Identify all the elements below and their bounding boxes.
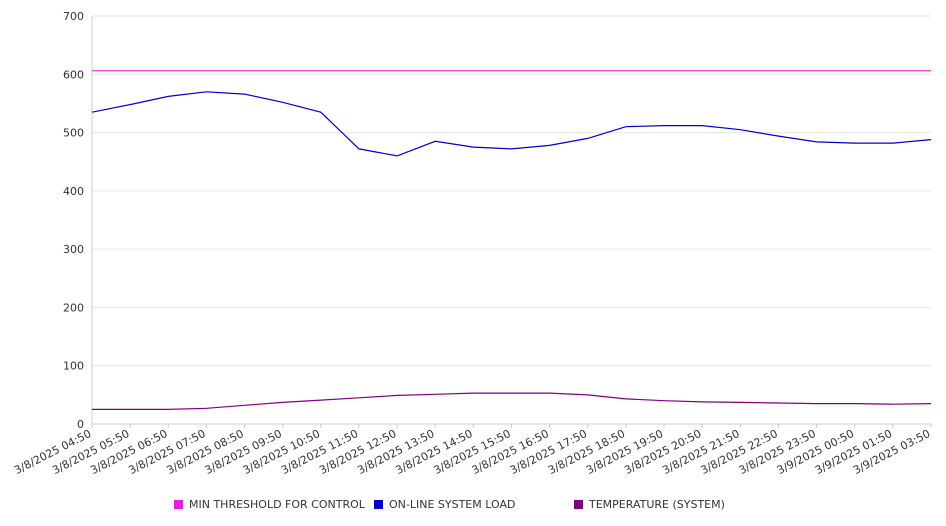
y-tick-label: 600: [63, 68, 84, 81]
y-tick-label: 0: [77, 418, 84, 431]
grid-lines: [92, 15, 931, 367]
series-line-system-load: [91, 91, 932, 157]
legend-label-temperature: TEMPERATURE (SYSTEM): [589, 498, 725, 511]
y-tick-label: 500: [63, 127, 84, 140]
legend-label-min-threshold: MIN THRESHOLD FOR CONTROL: [189, 498, 365, 511]
series-lines: [91, 70, 932, 410]
legend: MIN THRESHOLD FOR CONTROL ON-LINE SYSTEM…: [0, 496, 946, 516]
y-tick-label: 300: [63, 243, 84, 256]
x-axis-tick-labels: 3/8/2025 04:503/8/2025 05:503/8/2025 06:…: [12, 424, 932, 477]
y-tick-label: 100: [63, 360, 84, 373]
legend-item-min-threshold: MIN THRESHOLD FOR CONTROL: [174, 498, 365, 511]
legend-item-system-load: ON-LINE SYSTEM LOAD: [374, 498, 515, 511]
series-line-temperature: [92, 392, 932, 410]
legend-swatch-min-threshold: [174, 500, 183, 509]
legend-swatch-temperature: [574, 500, 583, 509]
legend-label-system-load: ON-LINE SYSTEM LOAD: [389, 498, 516, 511]
legend-swatch-system-load: [374, 500, 383, 509]
y-tick-label: 200: [63, 301, 84, 314]
y-axis-tick-labels: 0 100 200 300 400 500 600 700: [63, 10, 84, 431]
y-tick-label: 700: [63, 10, 84, 23]
legend-item-temperature: TEMPERATURE (SYSTEM): [574, 498, 725, 511]
y-tick-label: 400: [63, 185, 84, 198]
